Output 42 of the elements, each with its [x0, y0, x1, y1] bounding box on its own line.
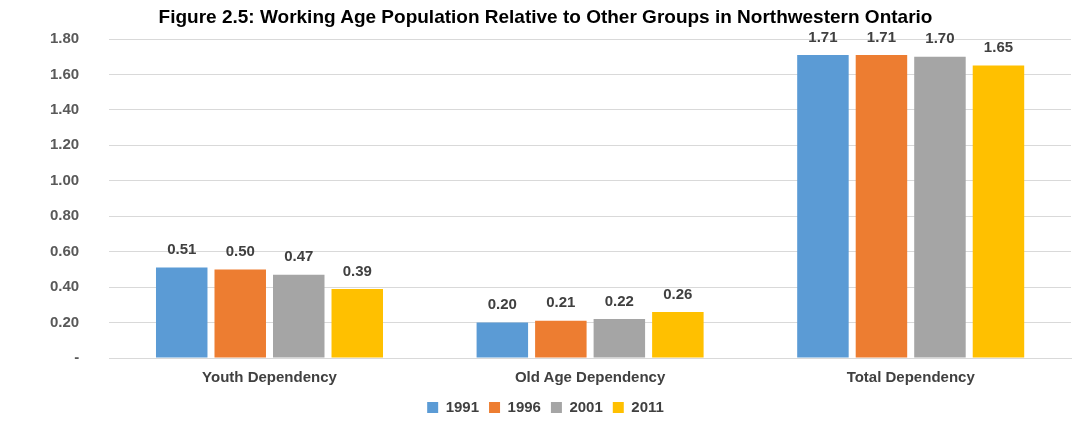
- bar: [652, 311, 704, 358]
- y-tick-label: 0.80: [49, 206, 80, 224]
- x-tick-label: Youth Dependency: [202, 368, 338, 386]
- bar: [214, 269, 266, 358]
- chart-title: Figure 2.5: Working Age Population Relative to Other Groups in Northwestern Ontario: [158, 5, 933, 27]
- legend-label: 1996: [507, 397, 541, 415]
- x-tick-label: Old Age Dependency: [514, 368, 666, 386]
- x-tick-label: Total Dependency: [846, 368, 976, 386]
- data-label: 0.22: [604, 291, 634, 309]
- data-label: 0.47: [284, 247, 314, 265]
- data-label: 0.21: [546, 293, 576, 311]
- bar: [593, 319, 646, 358]
- y-tick-label: 1.80: [49, 29, 80, 47]
- data-label: 1.70: [925, 29, 955, 47]
- y-tick-label: 0.40: [49, 277, 80, 295]
- y-tick-label: 0.20: [49, 312, 80, 330]
- bar: [972, 65, 1025, 358]
- data-label: 0.51: [167, 240, 197, 258]
- bar: [797, 54, 849, 358]
- bar: [273, 274, 325, 358]
- data-label: 0.20: [487, 295, 517, 313]
- data-label: 0.26: [663, 284, 693, 302]
- legend-label: 1991: [445, 397, 480, 415]
- data-label: 1.71: [808, 27, 838, 45]
- y-tick-label: 0.60: [49, 241, 80, 259]
- bar: [155, 267, 208, 358]
- data-label: 1.65: [983, 38, 1014, 56]
- data-label: 0.39: [342, 261, 372, 279]
- y-tick-label: -: [74, 348, 80, 366]
- legend-label: 2011: [631, 397, 664, 415]
- bar: [535, 320, 587, 358]
- data-label: 0.50: [225, 242, 255, 260]
- y-tick-label: 1.00: [49, 170, 80, 188]
- data-label: 1.71: [866, 27, 897, 45]
- y-tick-label: 1.40: [49, 100, 80, 118]
- bar: [476, 322, 529, 358]
- y-tick-label: 1.20: [49, 135, 80, 153]
- bar: [914, 56, 966, 358]
- bar: [855, 54, 908, 358]
- bar: [331, 288, 383, 358]
- legend-label: 2001: [569, 397, 603, 415]
- y-tick-label: 1.60: [49, 64, 80, 82]
